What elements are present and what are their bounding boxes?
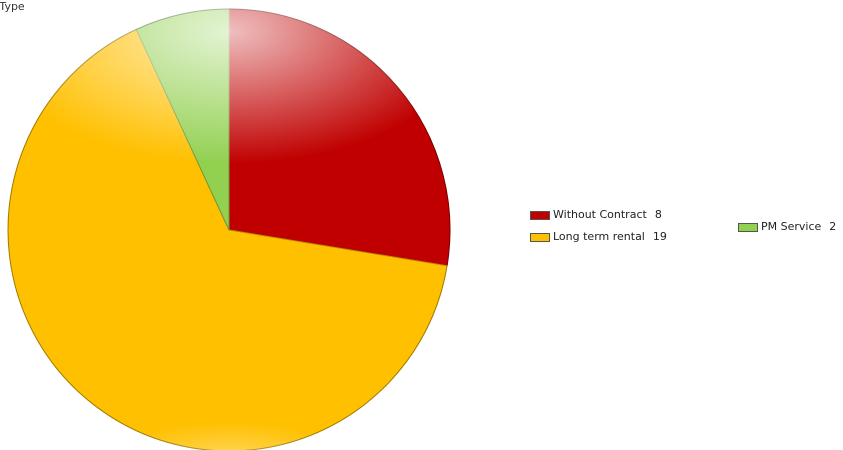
legend-label-long-term-rental: Long term rental <box>553 230 645 243</box>
pie-top-highlight <box>26 0 433 219</box>
legend-item-pm-service: PM Service 2 <box>738 220 836 234</box>
legend-swatch-without-contract <box>530 211 550 220</box>
legend-value-pm-service: 2 <box>829 220 836 233</box>
legend-label-without-contract: Without Contract <box>553 208 647 221</box>
legend-swatch-pm-service <box>738 223 758 232</box>
legend-value-long-term-rental: 19 <box>653 230 667 243</box>
legend-value-without-contract: 8 <box>655 208 662 221</box>
legend-swatch-long-term-rental <box>530 233 550 242</box>
legend-item-without-contract: Without Contract 8 <box>530 208 662 222</box>
legend-item-long-term-rental: Long term rental 19 <box>530 230 667 244</box>
legend-label-pm-service: PM Service <box>761 220 821 233</box>
